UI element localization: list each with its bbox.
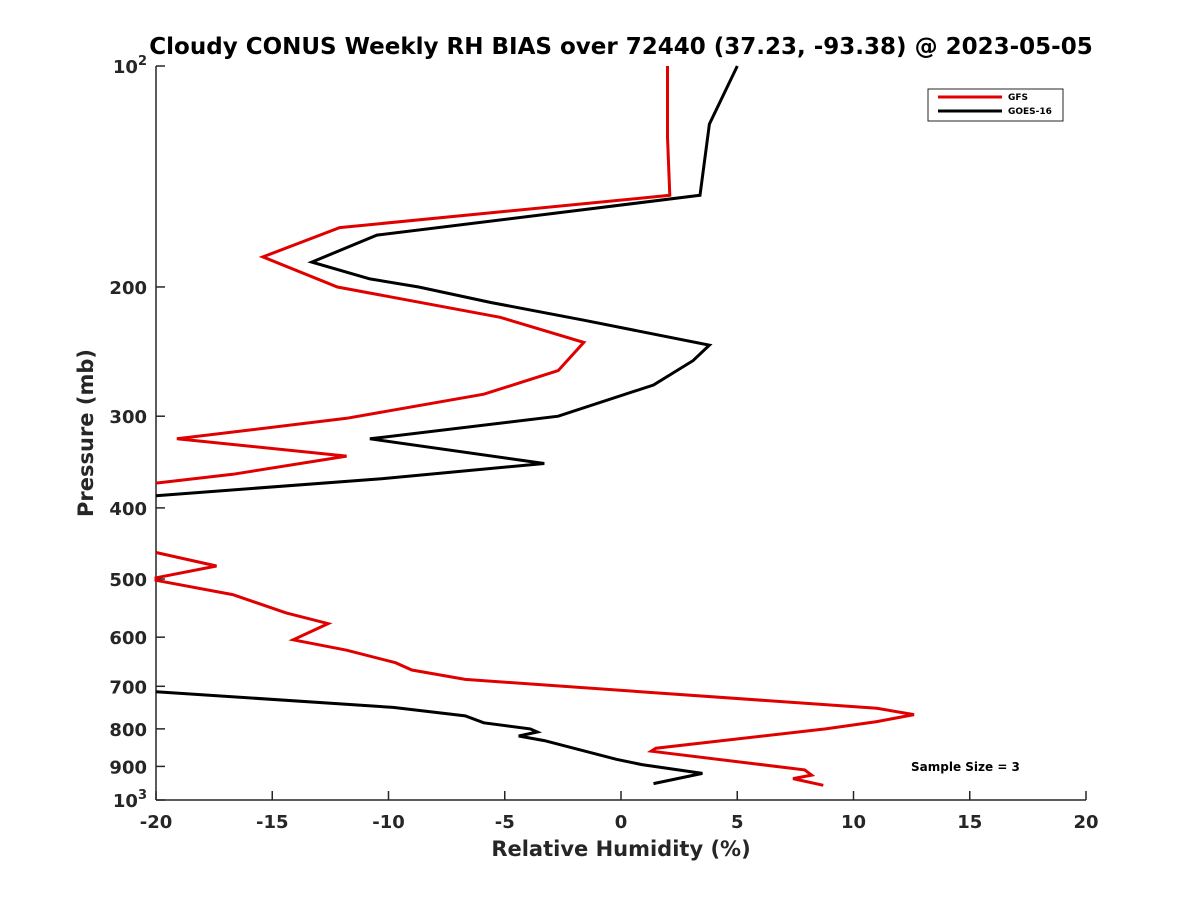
y-tick-exponent: 3 <box>138 788 147 803</box>
legend-label-gfs: GFS <box>1008 93 1028 103</box>
y-tick-label: 500 <box>109 570 147 591</box>
x-tick-label: -5 <box>495 812 515 833</box>
y-tick-base: 10 <box>113 791 138 812</box>
y-tick-base: 10 <box>113 57 138 78</box>
y-tick-label: 800 <box>109 720 147 741</box>
x-tick-label: -20 <box>140 812 173 833</box>
y-tick-label: 700 <box>109 677 147 698</box>
series-line-gfs <box>154 551 915 787</box>
x-tick-label: 0 <box>615 812 628 833</box>
series-line-goes-16 <box>155 690 703 786</box>
y-tick-exponent: 2 <box>138 54 147 69</box>
y-axis-label: Pressure (mb) <box>74 349 98 517</box>
x-tick-label: 5 <box>731 812 744 833</box>
legend: GFS GOES-16 <box>927 88 1064 122</box>
y-tick-label: 400 <box>109 499 147 520</box>
x-tick-label: 15 <box>957 812 982 833</box>
x-axis-ticks: -20 -15 -10 -5 0 5 10 15 20 <box>140 791 1099 833</box>
series-line-gfs <box>155 66 672 485</box>
legend-label-goes-16: GOES-16 <box>1008 107 1052 117</box>
y-tick-label: 102 <box>113 54 147 78</box>
x-tick-label: 20 <box>1073 812 1098 833</box>
legend-box <box>927 88 1064 122</box>
y-tick-label: 900 <box>109 757 147 778</box>
x-tick-label: -15 <box>256 812 289 833</box>
y-tick-label: 600 <box>109 628 147 649</box>
series-lines <box>154 65 915 787</box>
x-axis-label: Relative Humidity (%) <box>491 837 750 861</box>
y-tick-label: 103 <box>113 788 147 812</box>
sample-size-annotation: Sample Size = 3 <box>911 760 1020 774</box>
y-tick-label: 300 <box>109 407 147 428</box>
chart-title: Cloudy CONUS Weekly RH BIAS over 72440 (… <box>149 34 1092 60</box>
y-tick-label: 200 <box>109 278 147 299</box>
x-tick-label: -10 <box>372 812 405 833</box>
x-tick-label: 10 <box>841 812 866 833</box>
series-line-goes-16 <box>155 65 739 498</box>
